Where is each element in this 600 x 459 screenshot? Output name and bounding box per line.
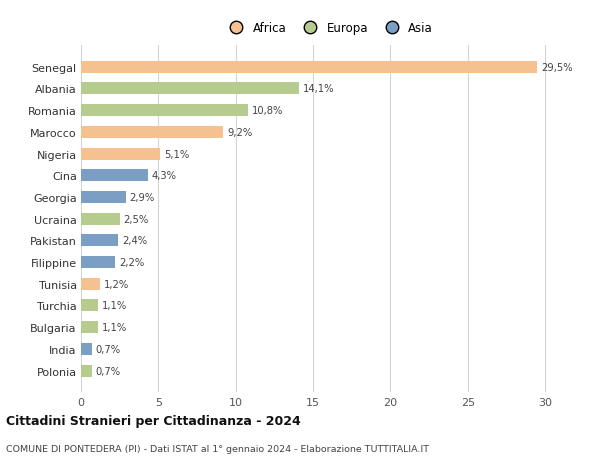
Text: 0,7%: 0,7% [95,366,121,376]
Bar [81,148,160,160]
Legend: Africa, Europa, Asia: Africa, Europa, Asia [220,17,437,39]
Bar [81,278,100,290]
Bar [81,170,148,182]
Bar [81,127,223,139]
Text: 2,9%: 2,9% [130,192,155,202]
Bar [81,191,126,203]
Bar [81,365,92,377]
Text: COMUNE DI PONTEDERA (PI) - Dati ISTAT al 1° gennaio 2024 - Elaborazione TUTTITAL: COMUNE DI PONTEDERA (PI) - Dati ISTAT al… [6,444,429,453]
Text: 5,1%: 5,1% [164,149,189,159]
Bar [81,235,118,247]
Bar [81,105,248,117]
Bar [81,213,119,225]
Bar [81,300,98,312]
Text: 2,2%: 2,2% [119,257,144,268]
Text: 14,1%: 14,1% [303,84,334,94]
Text: 1,1%: 1,1% [102,322,127,332]
Text: 0,7%: 0,7% [95,344,121,354]
Text: 1,2%: 1,2% [103,279,128,289]
Text: 2,5%: 2,5% [124,214,149,224]
Bar [81,321,98,333]
Text: 10,8%: 10,8% [252,106,283,116]
Bar [81,62,538,73]
Text: 4,3%: 4,3% [151,171,176,181]
Text: 29,5%: 29,5% [541,62,573,73]
Bar [81,83,299,95]
Text: 1,1%: 1,1% [102,301,127,311]
Text: 2,4%: 2,4% [122,236,147,246]
Text: Cittadini Stranieri per Cittadinanza - 2024: Cittadini Stranieri per Cittadinanza - 2… [6,414,301,428]
Bar [81,257,115,269]
Text: 9,2%: 9,2% [227,128,253,138]
Bar [81,343,92,355]
